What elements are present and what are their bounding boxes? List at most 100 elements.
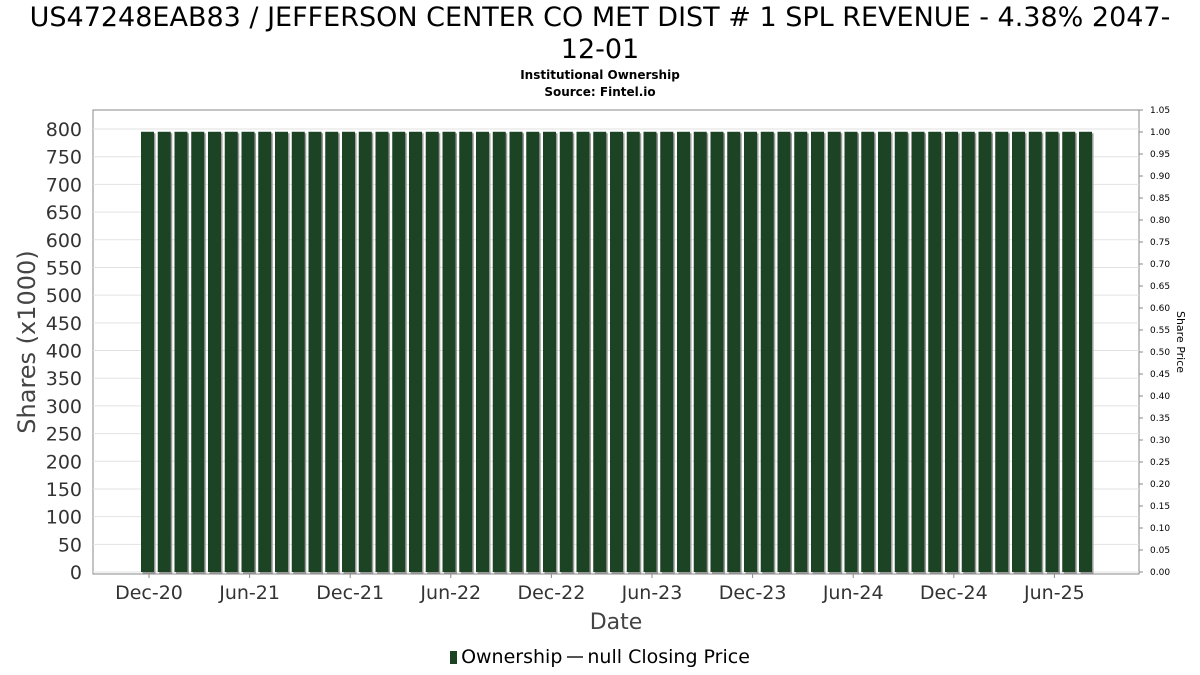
x-tick-label: Jun-22: [419, 582, 481, 604]
x-tick-label: Jun-24: [822, 582, 884, 604]
y-tick-label: 600: [46, 230, 82, 252]
ownership-bar: [141, 131, 154, 573]
y2-tick-label: 0.40: [1150, 392, 1170, 402]
y-tick-label: 350: [46, 368, 82, 390]
y2-tick-label: 0.30: [1150, 436, 1170, 446]
x-tick-label: Jun-23: [621, 582, 683, 604]
y2-tick-label: 0.20: [1150, 480, 1170, 490]
y2-tick-label: 0.70: [1150, 260, 1170, 270]
y2-tick-label: 1.05: [1150, 106, 1170, 116]
y-tick-label: 50: [58, 534, 82, 556]
y2-tick-label: 0.35: [1150, 414, 1170, 424]
ownership-bar: [224, 131, 238, 573]
ownership-bar: [157, 131, 171, 573]
y-tick-label: 650: [46, 202, 82, 224]
y-tick-label: 100: [46, 507, 82, 529]
ownership-bar: [325, 131, 339, 573]
ownership-bar: [794, 131, 808, 573]
ownership-bar: [961, 131, 975, 573]
x-axis-title: Date: [590, 610, 643, 635]
chart-legend: Ownership null Closing Price: [0, 646, 1200, 668]
y-tick-label: 300: [46, 396, 82, 418]
ownership-bar: [174, 131, 188, 573]
y-tick-label: 800: [46, 119, 82, 141]
ownership-bar: [1079, 131, 1092, 573]
ownership-bar: [1062, 131, 1076, 573]
ownership-bar: [543, 131, 556, 573]
ownership-bar: [476, 131, 489, 573]
y2-tick-label: 0.50: [1150, 348, 1170, 358]
ownership-bar: [1028, 131, 1042, 573]
price-legend-label: null Closing Price: [587, 646, 750, 668]
ownership-bar: [727, 131, 741, 573]
y-tick-label: 200: [46, 451, 82, 473]
y-tick-label: 450: [46, 313, 82, 335]
ownership-bar: [626, 131, 640, 573]
ownership-bar: [945, 131, 958, 573]
ownership-bar: [878, 131, 891, 573]
ownership-bar: [677, 131, 690, 573]
y-axis-title: Shares (x1000): [13, 250, 41, 433]
price-legend-line: [567, 656, 584, 658]
chart-subtitle: Institutional Ownership: [520, 68, 680, 82]
y2-tick-label: 0.10: [1150, 524, 1170, 534]
ownership-bar: [392, 131, 406, 573]
chart-title-line-1: US47248EAB83 / JEFFERSON CENTER CO MET D…: [29, 2, 1171, 33]
y2-tick-label: 0.80: [1150, 216, 1170, 226]
ownership-bar: [358, 131, 372, 573]
y-tick-label: 250: [46, 424, 82, 446]
y2-tick-label: 0.75: [1150, 238, 1170, 248]
chart-title: US47248EAB83 / JEFFERSON CENTER CO MET D…: [0, 2, 1200, 66]
y2-tick-label: 0.45: [1150, 370, 1170, 380]
x-tick-label: Dec-24: [920, 582, 988, 604]
y2-tick-label: 0.90: [1150, 172, 1170, 182]
ownership-bar: [610, 131, 623, 573]
y-tick-label: 750: [46, 147, 82, 169]
ownership-bar: [509, 131, 523, 573]
ownership-bar: [275, 131, 288, 573]
chart-title-line-2: 12-01: [560, 34, 640, 65]
ownership-bar: [425, 131, 439, 573]
chart-source: Source: Fintel.io: [544, 85, 656, 99]
y2-tick-label: 0.65: [1150, 282, 1170, 292]
y-tick-label: 0: [70, 562, 82, 584]
ownership-bar: [978, 131, 992, 573]
ownership-bar: [928, 131, 942, 573]
y2-tick-label: 0.00: [1150, 568, 1170, 578]
y2-tick-label: 0.05: [1150, 546, 1170, 556]
ownership-bar: [811, 131, 824, 573]
x-tick-label: Dec-23: [719, 582, 787, 604]
y-tick-label: 150: [46, 479, 82, 501]
ownership-bar: [995, 131, 1009, 573]
ownership-bar: [744, 131, 757, 573]
ownership-legend-swatch: [450, 651, 458, 664]
y2-tick-label: 0.55: [1150, 326, 1170, 336]
ownership-bar: [911, 131, 925, 573]
ownership-bar: [291, 131, 305, 573]
ownership-bar: [1012, 131, 1025, 573]
ownership-bar: [844, 131, 858, 573]
y-tick-label: 550: [46, 257, 82, 279]
x-tick-label: Dec-20: [115, 582, 183, 604]
ownership-bar: [894, 131, 908, 573]
ownership-bar: [526, 131, 540, 573]
y2-tick-label: 1.00: [1150, 128, 1170, 138]
y-tick-label: 700: [46, 174, 82, 196]
ownership-bar: [342, 131, 355, 573]
ownership-bar: [710, 131, 724, 573]
y2-tick-label: 0.25: [1150, 458, 1170, 468]
ownership-legend-label: Ownership: [461, 646, 563, 668]
y-tick-label: 400: [46, 341, 82, 363]
x-tick-label: Jun-25: [1023, 582, 1085, 604]
x-tick-label: Jun-21: [218, 582, 280, 604]
ownership-bar: [191, 131, 205, 573]
ownership-bar: [308, 131, 322, 573]
ownership-bar: [375, 131, 389, 573]
y2-axis-title: Share Price: [1174, 311, 1187, 373]
y2-tick-label: 0.15: [1150, 502, 1170, 512]
ownership-bar: [1045, 131, 1059, 573]
y-tick-label: 500: [46, 285, 82, 307]
ownership-bar: [492, 131, 506, 573]
y2-tick-label: 0.95: [1150, 150, 1170, 160]
ownership-bar: [258, 131, 272, 573]
